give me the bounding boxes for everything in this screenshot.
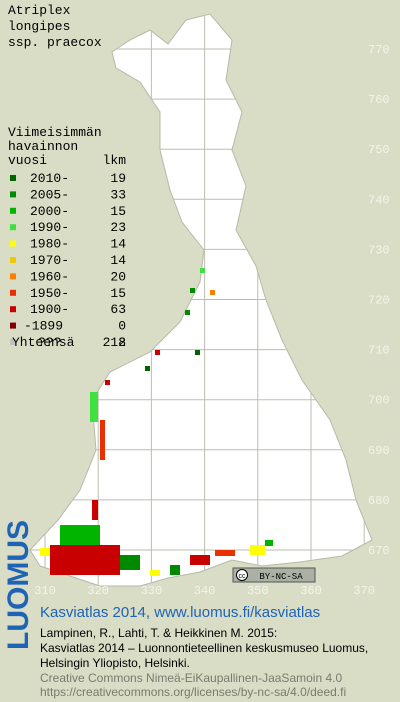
legend-count: 19 xyxy=(110,171,126,186)
legend-label: 1970- xyxy=(30,253,69,268)
x-tick-label: 350 xyxy=(247,584,269,598)
legend-swatch xyxy=(10,240,16,247)
legend-label: 1950- xyxy=(30,286,69,301)
y-tick-label: 690 xyxy=(368,444,390,458)
headline: Kasviatlas 2014, www.luomus.fi/kasviatla… xyxy=(40,604,320,621)
y-tick-label: 710 xyxy=(368,344,390,358)
legend-swatch xyxy=(10,322,16,329)
legend-label: ??? xyxy=(38,335,61,350)
y-tick-label: 700 xyxy=(368,394,390,408)
legend-label: 2005- xyxy=(30,187,69,202)
brand: LUOMUS xyxy=(2,520,35,650)
license-badge: cc BY-NC-SA xyxy=(232,567,316,583)
legend-count: 15 xyxy=(110,204,126,219)
legend-label: -1899 xyxy=(24,319,63,334)
legend-label: 1990- xyxy=(30,220,69,235)
legend-swatch xyxy=(10,175,16,181)
y-tick-label: 670 xyxy=(368,544,390,558)
citation-line: Helsingin Yliopisto, Helsinki. xyxy=(40,656,190,670)
x-tick-label: 310 xyxy=(34,584,56,598)
legend-count: 14 xyxy=(110,253,126,268)
legend-col-year: vuosi xyxy=(8,153,47,168)
legend-col-count: lkm xyxy=(103,153,127,168)
x-tick-label: 320 xyxy=(87,584,109,598)
legend-swatch xyxy=(10,306,16,313)
badge-text: BY-NC-SA xyxy=(259,572,303,582)
legend-count: 23 xyxy=(110,220,126,235)
title-line: ssp. praecox xyxy=(8,35,102,50)
legend-count: 63 xyxy=(110,302,126,317)
legend-count: 0 xyxy=(118,319,126,334)
legend-swatch xyxy=(10,339,16,345)
legend-count: 33 xyxy=(110,187,126,202)
legend-label: 2010- xyxy=(30,171,69,186)
observations xyxy=(40,268,273,576)
total-label: Yhteensä xyxy=(12,335,75,350)
legend-heading: havainnon xyxy=(8,139,78,154)
legend-label: 1900- xyxy=(30,302,69,317)
legend-swatch xyxy=(10,224,16,231)
cc-text: cc xyxy=(239,573,247,580)
legend-swatch xyxy=(10,191,16,198)
legend-label: 1960- xyxy=(30,269,69,284)
legend-label: 1980- xyxy=(30,237,69,252)
legend-count: 20 xyxy=(110,269,126,284)
legend-label: 2000- xyxy=(30,204,69,219)
legend-heading: Viimeisimmän xyxy=(8,125,102,140)
citation-line: Lampinen, R., Lahti, T. & Heikkinen M. 2… xyxy=(40,626,277,640)
legend-count: 2 xyxy=(118,335,126,350)
x-tick-label: 360 xyxy=(300,584,322,598)
legend-count: 15 xyxy=(110,286,126,301)
total-count: 218 xyxy=(103,335,126,350)
y-tick-label: 730 xyxy=(368,243,390,257)
y-tick-label: 740 xyxy=(368,193,390,207)
title-line: Atriplex xyxy=(8,3,71,18)
y-tick-label: 750 xyxy=(368,143,390,157)
x-tick-label: 370 xyxy=(353,584,375,598)
x-tick-label: 330 xyxy=(141,584,163,598)
legend-swatch xyxy=(10,207,16,214)
license-line: https://creativecommons.org/licenses/by-… xyxy=(40,685,346,699)
license-line: Creative Commons Nimeä-EiKaupallinen-Jaa… xyxy=(40,671,342,685)
legend-swatch xyxy=(10,289,16,296)
y-tick-label: 680 xyxy=(368,494,390,508)
legend-swatch xyxy=(10,273,16,280)
citation-line: Kasviatlas 2014 – Luonnontieteellinen ke… xyxy=(40,641,368,655)
y-tick-label: 760 xyxy=(368,93,390,107)
legend-count: 14 xyxy=(110,237,126,252)
y-tick-label: 770 xyxy=(368,43,390,57)
y-tick-label: 720 xyxy=(368,294,390,308)
x-tick-label: 340 xyxy=(194,584,216,598)
footer: Lampinen, R., Lahti, T. & Heikkinen M. 2… xyxy=(40,626,368,699)
legend-swatch xyxy=(10,257,16,263)
title-line: longipes xyxy=(8,19,70,34)
